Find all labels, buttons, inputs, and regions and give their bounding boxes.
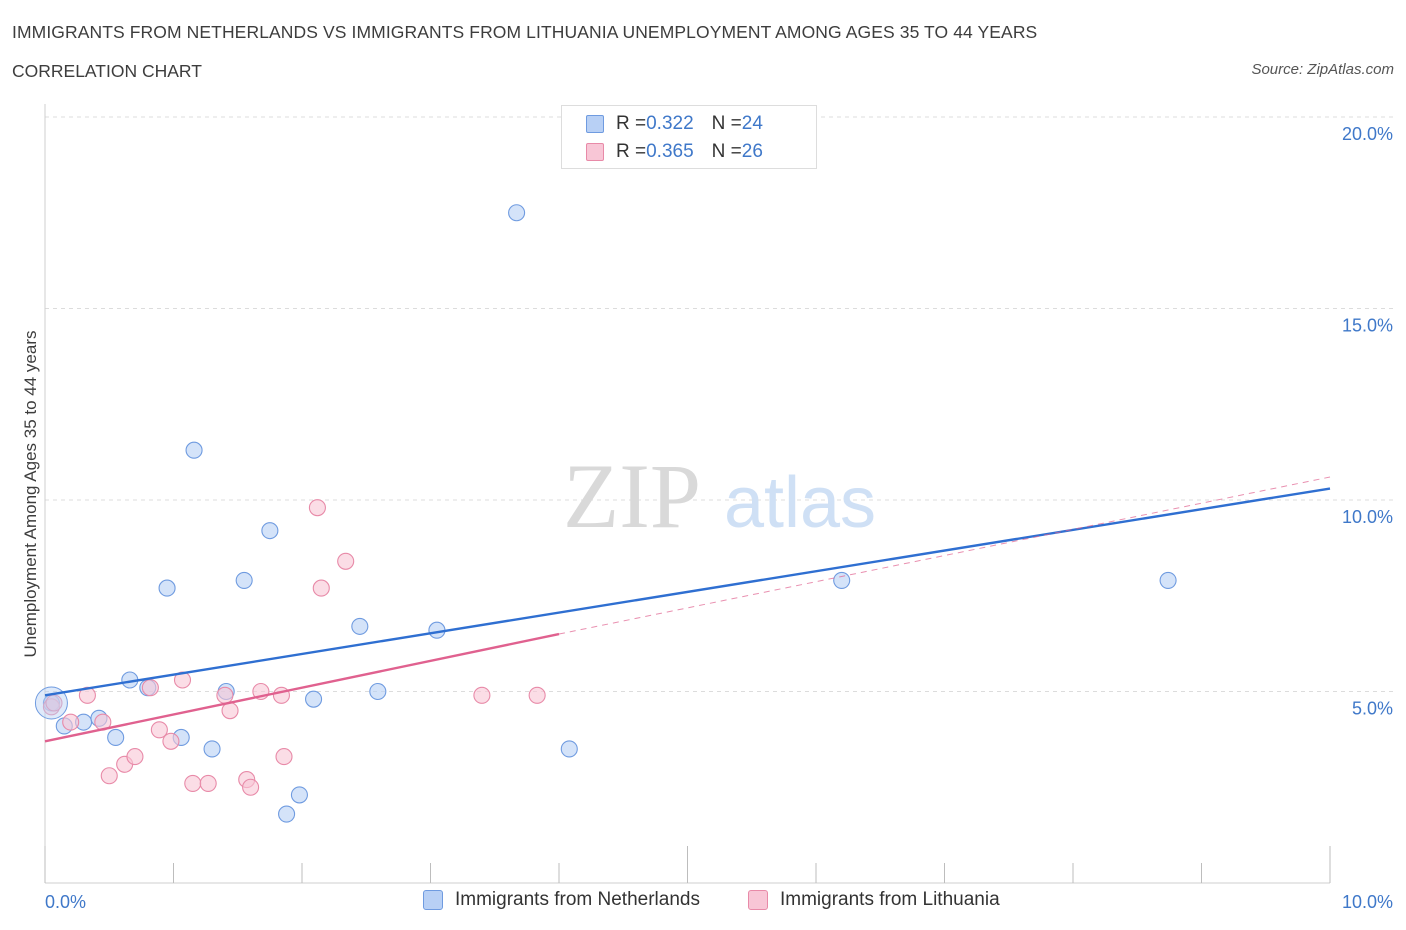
trend-line-lithuania <box>44 632 560 743</box>
point-netherlands <box>369 682 387 701</box>
point-netherlands <box>560 740 578 758</box>
point-lithuania <box>162 732 180 750</box>
n-value: 24 <box>741 113 763 134</box>
y-tick-label: 5.0% <box>1352 699 1393 719</box>
point-lithuania <box>150 721 168 739</box>
point-netherlands <box>185 441 203 459</box>
point-netherlands <box>278 805 296 823</box>
axes <box>44 104 1331 884</box>
point-lithuania <box>337 552 355 570</box>
legend-label-netherlands: Immigrants from Netherlands <box>455 889 700 910</box>
grid-lines <box>45 116 1395 692</box>
r-label: R = <box>616 113 647 134</box>
point-netherlands <box>107 728 125 747</box>
lithuania-legend-swatch <box>748 890 768 910</box>
point-lithuania <box>242 778 260 796</box>
point-lithuania <box>216 686 234 704</box>
stats-row-lithuania: R = 0.365 N = 26 <box>586 140 763 164</box>
x-tick-label: 0.0% <box>45 892 86 912</box>
point-lithuania <box>275 748 293 766</box>
y-tick-label: 20.0% <box>1342 124 1393 144</box>
legend-label-lithuania: Immigrants from Lithuania <box>780 889 1000 910</box>
stats-legend: R = 0.322 N = 24 R = 0.365 N = 26 <box>561 105 817 169</box>
r-value: 0.322 <box>646 113 694 134</box>
netherlands-swatch <box>586 115 604 133</box>
point-netherlands <box>305 690 323 708</box>
point-netherlands <box>833 571 851 589</box>
legend-item-netherlands: Immigrants from Netherlands <box>423 889 700 911</box>
n-label: N = <box>711 141 742 162</box>
point-netherlands <box>351 617 369 635</box>
point-netherlands <box>261 522 279 540</box>
point-lithuania <box>312 579 330 597</box>
watermark: ZIP atlas <box>563 445 876 547</box>
point-lithuania <box>126 748 144 766</box>
chart-subtitle: CORRELATION CHART <box>12 61 202 81</box>
point-cluster-netherlands <box>34 686 68 720</box>
tick-labels: 5.0% 10.0% 15.0% 20.0% 0.0% 10.0% <box>45 124 1393 912</box>
point-lithuania <box>62 713 80 731</box>
point-netherlands <box>508 204 526 222</box>
point-lithuania <box>308 499 326 517</box>
trend-lines <box>44 476 1331 743</box>
n-value: 26 <box>741 141 763 162</box>
point-netherlands <box>203 740 221 758</box>
lithuania-swatch <box>586 143 604 161</box>
data-points <box>34 204 1177 823</box>
n-label: N = <box>711 113 742 134</box>
r-value: 0.365 <box>646 141 694 162</box>
point-netherlands <box>235 571 253 589</box>
point-lithuania <box>199 774 217 792</box>
watermark-atlas: atlas <box>724 463 876 543</box>
y-tick-label: 15.0% <box>1342 316 1393 336</box>
point-netherlands <box>1159 571 1177 589</box>
netherlands-legend-swatch <box>423 890 443 910</box>
x-tick-label: 10.0% <box>1342 892 1393 912</box>
point-lithuania <box>184 774 202 792</box>
y-axis-label: Unemployment Among Ages 35 to 44 years <box>21 331 40 658</box>
chart-title: IMMIGRANTS FROM NETHERLANDS VS IMMIGRANT… <box>12 22 1038 42</box>
point-lithuania <box>141 679 159 697</box>
watermark-zip: ZIP <box>563 445 701 547</box>
stats-row-netherlands: R = 0.322 N = 24 <box>586 112 763 136</box>
r-label: R = <box>616 141 647 162</box>
source-label: Source: ZipAtlas.com <box>1251 61 1394 78</box>
trend-line-netherlands <box>44 487 1331 697</box>
point-netherlands <box>290 786 308 804</box>
legend-item-lithuania: Immigrants from Lithuania <box>748 889 1000 911</box>
series-legend: Immigrants from Netherlands Immigrants f… <box>0 889 1406 915</box>
point-lithuania <box>473 686 491 704</box>
point-lithuania <box>100 767 118 785</box>
y-tick-label: 10.0% <box>1342 507 1393 527</box>
point-netherlands <box>158 579 176 597</box>
point-lithuania <box>528 686 546 704</box>
